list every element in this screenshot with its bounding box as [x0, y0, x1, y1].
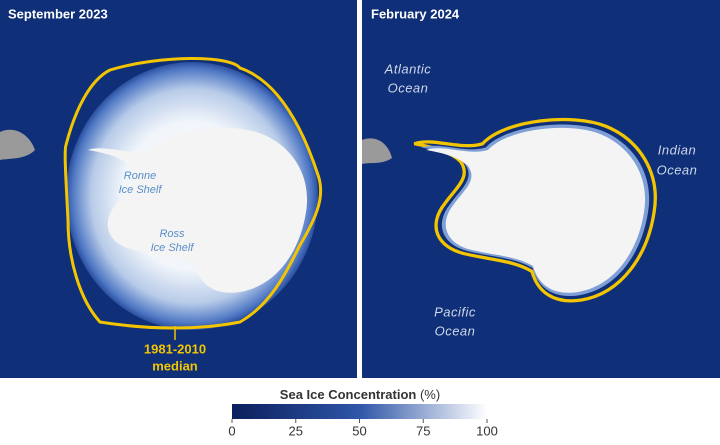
median-label: median — [152, 358, 198, 373]
panel-title: February 2024 — [371, 6, 460, 21]
ocean-label: Ocean — [388, 80, 429, 95]
shelf-label: Ice Shelf — [151, 242, 195, 254]
ocean-label: Pacific — [434, 304, 476, 319]
colorbar-ramp — [232, 404, 487, 419]
left-panel: September 2023 Ronne Ice Shelf Ross Ice … — [0, 0, 357, 378]
shelf-label: Ice Shelf — [119, 184, 163, 196]
median-outline — [63, 57, 323, 330]
ocean-label: Ocean — [657, 162, 698, 177]
colorbar-tick-label: 100 — [476, 423, 498, 438]
ocean-label: Indian — [658, 142, 696, 157]
panel-title: September 2023 — [8, 6, 108, 21]
colorbar-tick-label: 50 — [352, 423, 366, 438]
colorbar-unit: (%) — [420, 387, 440, 402]
colorbar-title: Sea Ice Concentration (%) — [280, 387, 440, 402]
shelf-label: Ronne — [124, 170, 156, 182]
ocean-label: Atlantic — [384, 61, 432, 76]
land — [362, 138, 392, 164]
colorbar-tick-label: 25 — [289, 423, 303, 438]
shelf-label: Ross — [159, 228, 185, 240]
colorbar-tick-label: 0 — [228, 423, 235, 438]
median-label: 1981-2010 — [144, 341, 206, 356]
ocean-label: Ocean — [435, 323, 476, 338]
colorbar-title-text: Sea Ice Concentration — [280, 387, 417, 402]
land — [0, 129, 35, 160]
colorbar-tick-label: 75 — [416, 423, 430, 438]
right-panel: February 2024 Atlantic Ocean Indian Ocea… — [362, 0, 720, 378]
colorbar: Sea Ice Concentration (%) 0 25 50 75 100 — [228, 387, 497, 438]
